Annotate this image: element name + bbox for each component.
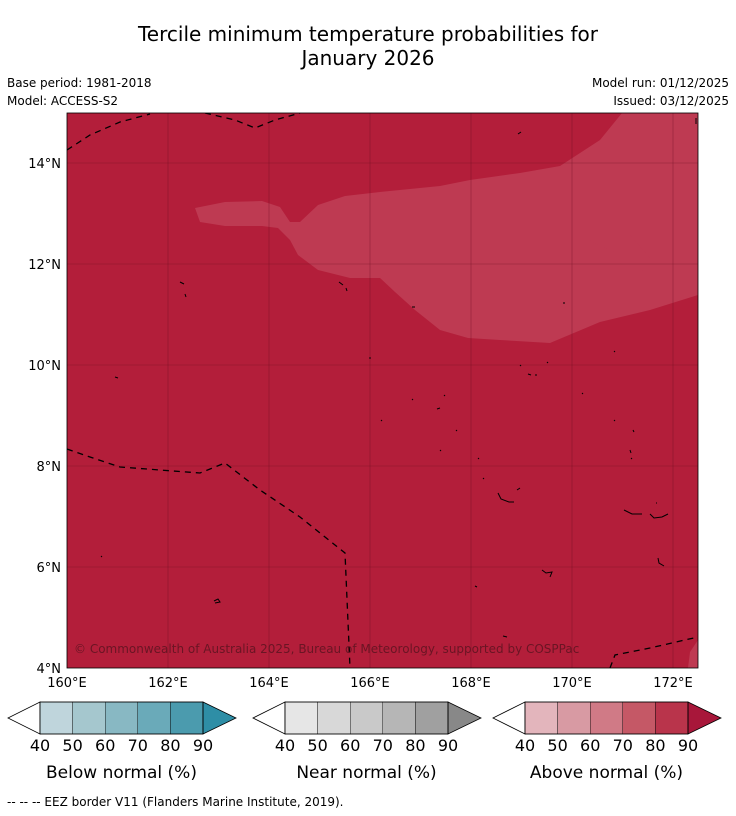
colorbar-tick: 50 bbox=[62, 736, 82, 755]
base-period: Base period: 1981-2018 bbox=[7, 76, 152, 90]
colorbar-segment bbox=[622, 701, 656, 735]
lon-labels: 160°E 162°E 164°E 166°E 168°E 170°E 172°… bbox=[47, 676, 693, 691]
colorbars: 40 50 60 70 80 90 Below normal (%) 40 50 60 70 80 90… bbox=[7, 701, 722, 783]
colorbar-segment bbox=[590, 701, 624, 735]
colorbar-label: Near normal (%) bbox=[296, 763, 436, 783]
colorbar-segment bbox=[524, 701, 558, 735]
colorbar-segment bbox=[415, 701, 449, 735]
colorbar-segment bbox=[557, 701, 591, 735]
map-frame bbox=[66, 112, 699, 669]
colorbar-label: Above normal (%) bbox=[530, 763, 683, 783]
model-name: Model: ACCESS-S2 bbox=[7, 94, 119, 108]
lat-label: 12°N bbox=[28, 258, 61, 273]
colorbar-tick: 60 bbox=[95, 736, 115, 755]
colorbar-segment bbox=[137, 701, 171, 735]
colorbar-tick: 40 bbox=[275, 736, 295, 755]
copyright-notice: © Commonwealth of Australia 2025, Bureau… bbox=[74, 642, 579, 656]
colorbar: 40 50 60 70 80 90 Below normal (%) bbox=[7, 701, 237, 783]
islands bbox=[100, 118, 697, 638]
colorbar-tick: 90 bbox=[193, 736, 213, 755]
colorbar-tick: 90 bbox=[438, 736, 458, 755]
gridlines bbox=[67, 113, 698, 668]
colorbar-extend-high bbox=[202, 701, 237, 735]
colorbar-tick: 70 bbox=[373, 736, 393, 755]
colorbar: 40 50 60 70 80 90 Above normal (%) bbox=[492, 701, 722, 783]
colorbar-tick: 80 bbox=[160, 736, 180, 755]
lon-label: 166°E bbox=[350, 676, 390, 691]
title-line-2: January 2026 bbox=[301, 46, 435, 70]
lon-label: 160°E bbox=[47, 676, 87, 691]
colorbar-segment bbox=[104, 701, 138, 735]
colorbar-extend-high bbox=[687, 701, 722, 735]
colorbar-extend-low bbox=[492, 701, 526, 735]
probability-region-90-corner bbox=[688, 640, 698, 668]
colorbar-segment bbox=[350, 701, 384, 735]
lat-label: 10°N bbox=[28, 359, 61, 374]
colorbar-outline bbox=[39, 701, 204, 735]
probability-region-90-small bbox=[590, 235, 650, 272]
colorbar-tick: 60 bbox=[580, 736, 600, 755]
eez-borders bbox=[67, 113, 698, 668]
lon-label: 172°E bbox=[653, 676, 693, 691]
lat-labels: 14°N 12°N 10°N 8°N 6°N 4°N bbox=[28, 157, 61, 677]
colorbar-tick: 40 bbox=[30, 736, 50, 755]
map-title: Tercile minimum temperature probabilitie… bbox=[0, 22, 736, 70]
lat-label: 8°N bbox=[37, 460, 62, 475]
colorbar-outline bbox=[284, 701, 449, 735]
colorbar-segment bbox=[72, 701, 106, 735]
colorbar-segment bbox=[284, 701, 318, 735]
colorbar-segment bbox=[382, 701, 416, 735]
lat-label: 4°N bbox=[37, 662, 62, 677]
meta-left: Base period: 1981-2018 Model: ACCESS-S2 bbox=[7, 74, 152, 110]
colorbar-tick: 70 bbox=[128, 736, 148, 755]
colorbar-extend-high bbox=[447, 701, 482, 735]
colorbar-tick: 90 bbox=[678, 736, 698, 755]
colorbar-extend-low bbox=[7, 701, 41, 735]
colorbar-tick: 70 bbox=[613, 736, 633, 755]
lon-label: 162°E bbox=[148, 676, 188, 691]
colorbar-tick: 80 bbox=[405, 736, 425, 755]
model-run: Model run: 01/12/2025 bbox=[591, 76, 729, 90]
colorbar-segment bbox=[655, 701, 689, 735]
colorbar-tick: 40 bbox=[515, 736, 535, 755]
eez-footnote: -- -- -- EEZ border V11 (Flanders Marine… bbox=[7, 795, 344, 809]
title-line-1: Tercile minimum temperature probabilitie… bbox=[137, 22, 599, 46]
issued-date: Issued: 03/12/2025 bbox=[613, 94, 729, 108]
lon-label: 168°E bbox=[451, 676, 491, 691]
colorbar-tick: 60 bbox=[340, 736, 360, 755]
meta-right: Model run: 01/12/2025 Issued: 03/12/2025 bbox=[592, 74, 729, 110]
colorbar-segment bbox=[317, 701, 351, 735]
colorbar-tick: 80 bbox=[645, 736, 665, 755]
colorbar-outline bbox=[524, 701, 689, 735]
lon-label: 170°E bbox=[552, 676, 592, 691]
colorbar-segment bbox=[39, 701, 73, 735]
lon-label: 164°E bbox=[249, 676, 289, 691]
colorbar-segment bbox=[170, 701, 204, 735]
lat-label: 14°N bbox=[28, 157, 61, 172]
colorbar-tick: 50 bbox=[547, 736, 567, 755]
lat-label: 6°N bbox=[37, 561, 62, 576]
colorbar-extend-low bbox=[252, 701, 286, 735]
colorbar-tick: 50 bbox=[307, 736, 327, 755]
colorbar-label: Below normal (%) bbox=[46, 763, 197, 783]
